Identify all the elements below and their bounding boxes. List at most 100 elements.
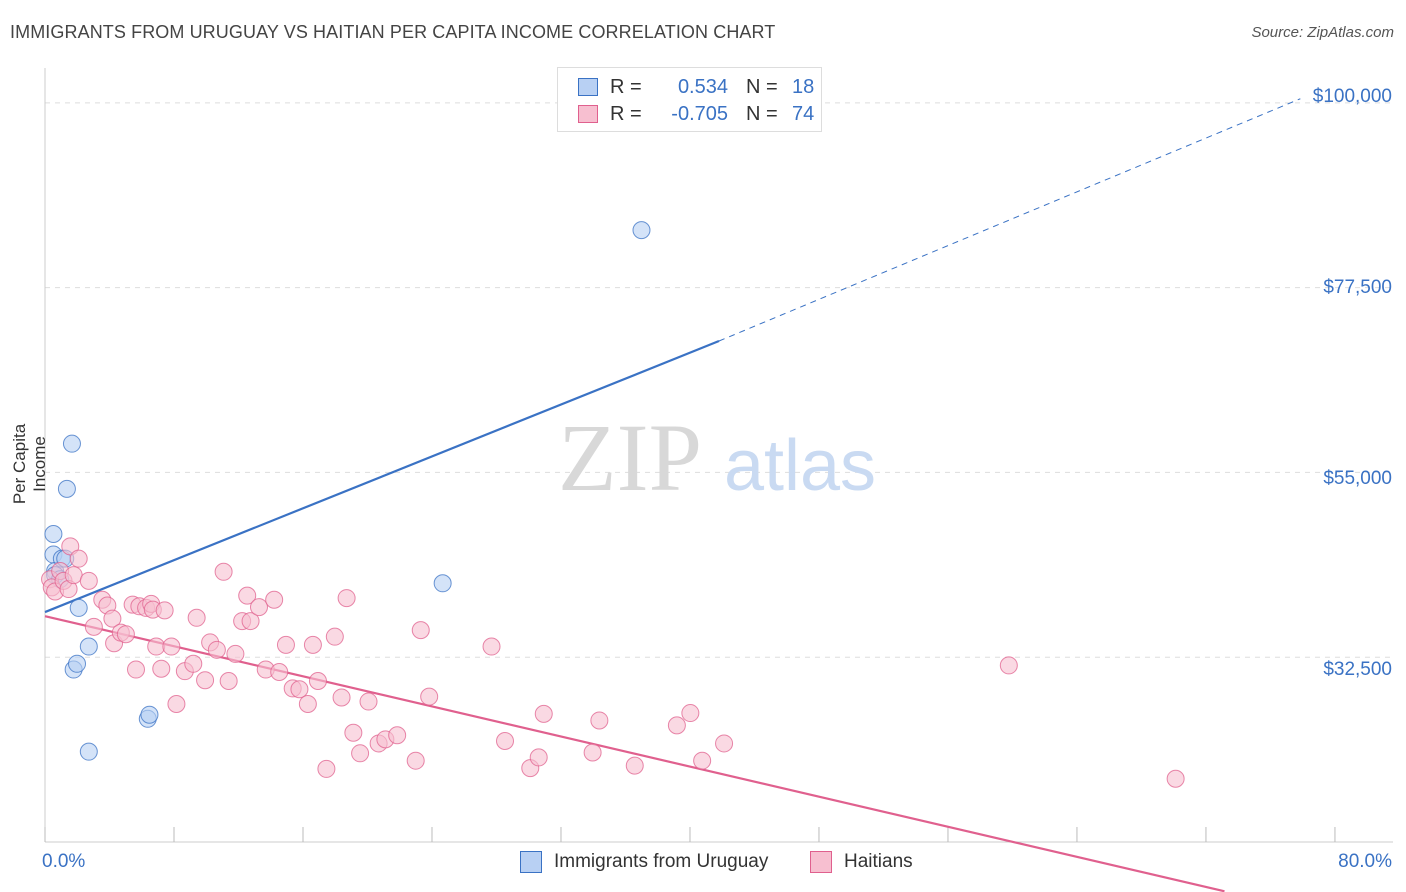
series-legend: Immigrants from Uruguay Haitians (0, 851, 1406, 879)
haiti-point (61, 537, 80, 556)
haiti-trend-line (44, 615, 1225, 892)
n-label: N = (746, 102, 778, 125)
haiti-point (625, 756, 644, 775)
uruguay-point (79, 637, 98, 656)
haiti-point (298, 695, 317, 714)
n-label: N = (746, 75, 778, 98)
haiti-point (496, 731, 515, 750)
correlation-legend: R = 0.534 N = 18 R = -0.705 N = 74 (557, 67, 822, 132)
watermark: ZIP atlas (558, 404, 876, 511)
uruguay-point (433, 574, 452, 593)
haiti-point (207, 640, 226, 659)
grid-lines (45, 102, 1393, 658)
haiti-point (241, 612, 260, 631)
uruguay-trend-extension (718, 98, 1301, 342)
uruguay-point (68, 654, 87, 673)
haiti-point (152, 659, 171, 678)
haiti-point (999, 656, 1018, 675)
haiti-point (196, 671, 215, 690)
source-label: Source: ZipAtlas.com (1251, 24, 1394, 41)
haiti-point (411, 621, 430, 640)
legend-label: Immigrants from Uruguay (554, 851, 769, 872)
haiti-point (590, 711, 609, 730)
haiti-point (238, 586, 257, 605)
uruguay-swatch (578, 78, 598, 96)
y-tick-label: $55,000 (1323, 468, 1392, 489)
haiti-point (103, 609, 122, 628)
haiti-point (270, 662, 289, 681)
axes (44, 68, 1393, 843)
haiti-swatch (578, 105, 598, 123)
haiti-point (187, 608, 206, 627)
haiti-point (64, 566, 83, 585)
haiti-point (529, 748, 548, 767)
haiti-point (1166, 769, 1185, 788)
uruguay-legend-swatch (520, 851, 542, 873)
uruguay-point (57, 479, 76, 498)
uruguay-point (140, 705, 159, 724)
haiti-point (715, 734, 734, 753)
haiti-point (84, 617, 103, 636)
haiti-point (667, 716, 686, 735)
haiti-point (693, 751, 712, 770)
r-label: R = (610, 102, 642, 125)
uruguay-trend-line (44, 340, 720, 614)
haiti-point (337, 589, 356, 608)
haiti-point (344, 723, 363, 742)
haiti-point (69, 549, 88, 568)
haiti-point (359, 692, 378, 711)
haiti-point (351, 744, 370, 763)
haiti-point (162, 637, 181, 656)
haiti-point (583, 743, 602, 762)
x-tick-label-max: 80.0% (1338, 851, 1392, 872)
haiti-point (290, 680, 309, 699)
data-points (41, 221, 1185, 788)
uruguay-point (62, 434, 81, 453)
haiti-point (317, 759, 336, 778)
legend-item-uruguay[interactable]: Immigrants from Uruguay (520, 851, 768, 873)
legend-row-uruguay: R = 0.534 N = 18 (578, 74, 814, 100)
haiti-point (214, 562, 233, 581)
haiti-point (303, 635, 322, 654)
haiti-point (332, 688, 351, 707)
haiti-point (308, 672, 327, 691)
legend-row-haiti: R = -0.705 N = 74 (578, 101, 814, 127)
legend-label: Haitians (844, 851, 913, 872)
haiti-point (226, 644, 245, 663)
uruguay-point (79, 742, 98, 761)
haiti-point (388, 726, 407, 745)
haiti-point (249, 598, 268, 617)
legend-item-haitians[interactable]: Haitians (810, 851, 913, 873)
haiti-point (116, 625, 135, 644)
haiti-legend-swatch (810, 851, 832, 873)
y-axis-label: Per Capita Income (10, 423, 49, 505)
uruguay-point (69, 598, 88, 617)
haiti-point (406, 751, 425, 770)
haiti-point (126, 660, 145, 679)
watermark-zip: ZIP (558, 404, 702, 511)
y-tick-label: $77,500 (1323, 277, 1392, 298)
y-tick-label: $100,000 (1312, 86, 1392, 107)
y-tick-label: $32,500 (1323, 659, 1392, 680)
haiti-point (147, 637, 166, 656)
chart-title: IMMIGRANTS FROM URUGUAY VS HAITIAN PER C… (10, 22, 776, 42)
haiti-point (534, 704, 553, 723)
haiti-point (155, 601, 174, 620)
haiti-point (265, 590, 284, 609)
haiti-point (79, 571, 98, 590)
haiti-point (420, 687, 439, 706)
haiti-point (167, 695, 186, 714)
uruguay-point (44, 525, 63, 544)
n-value: 18 (792, 75, 815, 98)
watermark-atlas: atlas (724, 426, 876, 506)
haiti-point (219, 672, 238, 691)
uruguay-point (632, 221, 651, 240)
x-tick-label-min: 0.0% (42, 851, 86, 872)
r-value: -0.705 (671, 102, 728, 125)
haiti-point (681, 704, 700, 723)
haiti-point (482, 637, 501, 656)
haiti-point (276, 635, 295, 654)
r-value: 0.534 (677, 75, 728, 98)
haiti-point (325, 627, 344, 646)
